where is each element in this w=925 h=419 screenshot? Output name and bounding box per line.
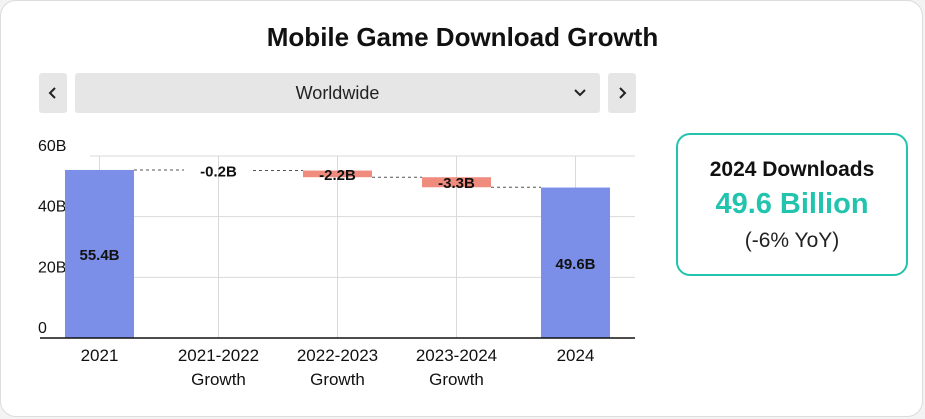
- data-label: -3.3B: [438, 175, 475, 192]
- kpi-card: 2024 Downloads 49.6 Billion (-6% YoY): [676, 133, 908, 276]
- y-tick-label: 0: [38, 320, 47, 337]
- data-label: 55.4B: [79, 247, 119, 264]
- previous-region-button[interactable]: [39, 73, 67, 113]
- kpi-change: (-6% YoY): [744, 229, 840, 252]
- region-dropdown[interactable]: Worldwide: [75, 73, 600, 113]
- chevron-left-icon: [48, 87, 56, 99]
- y-tick-label: 40B: [38, 199, 66, 216]
- decrease-bar: [422, 177, 491, 188]
- kpi-label: 2024 Downloads: [709, 158, 875, 181]
- x-tick-label: Growth: [429, 370, 484, 389]
- total-bar: [65, 169, 134, 338]
- y-tick-label: 20B: [38, 259, 66, 276]
- waterfall-chart: 0 20B 40B 60B 55.4B -0.2B -2.2B -3.3B 49.6B 2021 2…: [38, 138, 635, 389]
- x-tick-label: 2021: [81, 346, 119, 365]
- chevron-right-icon: [619, 87, 627, 99]
- x-tick-label: 2022-2023: [297, 346, 378, 365]
- x-tick-label: Growth: [310, 370, 365, 389]
- x-tick-label: 2024: [557, 346, 595, 365]
- next-region-button[interactable]: [608, 73, 636, 113]
- data-label: -2.2B: [319, 167, 356, 184]
- chart-title: Mobile Game Download Growth: [266, 22, 659, 52]
- kpi-value: 49.6 Billion: [715, 188, 869, 220]
- x-tick-label: Growth: [191, 370, 246, 389]
- region-dropdown-value: Worldwide: [295, 82, 380, 103]
- chevron-down-icon: [574, 89, 586, 97]
- x-tick-label: 2023-2024: [416, 346, 497, 365]
- data-label: -0.2B: [200, 163, 237, 180]
- y-tick-label: 60B: [38, 138, 66, 155]
- x-tick-label: 2021-2022: [178, 346, 259, 365]
- data-label: 49.6B: [555, 256, 595, 273]
- decrease-bar: [303, 170, 372, 178]
- total-bar: [541, 187, 610, 338]
